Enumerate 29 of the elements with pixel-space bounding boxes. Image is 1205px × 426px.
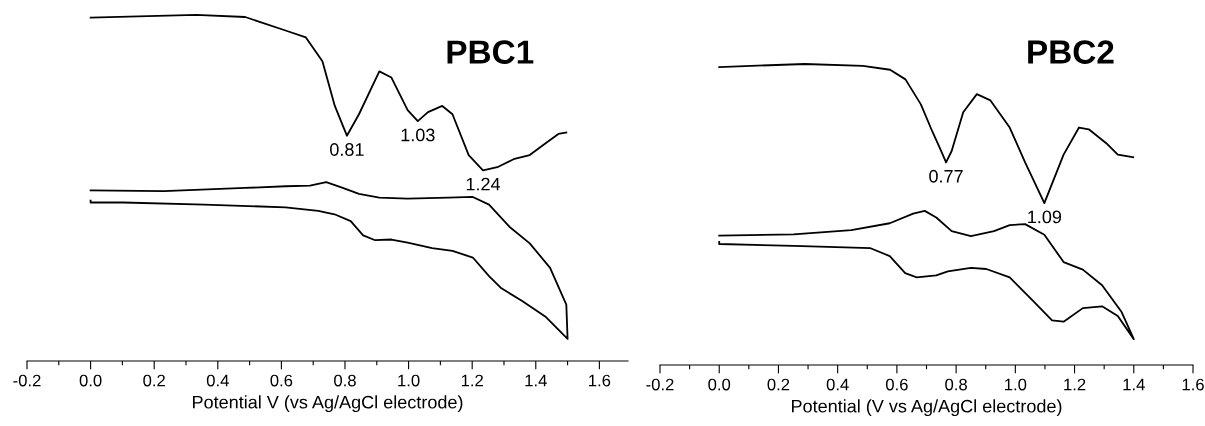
x-tick-label: 0.2 [767,378,790,391]
x-tick-label: 1.0 [398,374,420,387]
x-axis-title: Potential (V vs Ag/AgCl electrode) [792,399,1062,417]
x-tick-label: -0.2 [646,378,674,391]
x-tick-label: 0.0 [708,378,731,391]
x-tick-label: 0.2 [143,374,165,387]
annotation: 0.77 [929,169,963,183]
x-tick-label: 0.4 [826,378,849,391]
text: PBC1 [447,40,534,64]
x-tick-label: 1.4 [1123,378,1145,391]
x-tick-label: -0.2 [13,374,41,387]
x-axis-title: Potential V (vs Ag/AgCl electrode) [193,395,463,413]
x-tick-label: 1.2 [461,374,483,387]
x-tick-label: 0.6 [885,378,908,391]
x-tick-label: 0.8 [334,374,356,387]
x-tick-label: 1.6 [1182,378,1204,391]
x-tick-label: 1.2 [1064,378,1086,391]
annotation: 1.24 [466,177,501,191]
x-tick-label: 0.8 [945,378,967,391]
x-tick-label: 1.0 [1005,378,1027,391]
annotation: 0.81 [330,143,364,156]
x-tick-label: 0.6 [270,374,293,387]
annotation: 1.09 [1028,210,1062,224]
x-tick-label: 0.4 [206,374,229,387]
x-tick-label: 0.0 [79,374,102,387]
x-tick-label: 1.6 [589,374,611,387]
chart-title: PBC2 [1028,40,1114,64]
annotation: 1.03 [401,128,435,142]
x-tick-label: 1.4 [525,374,547,387]
